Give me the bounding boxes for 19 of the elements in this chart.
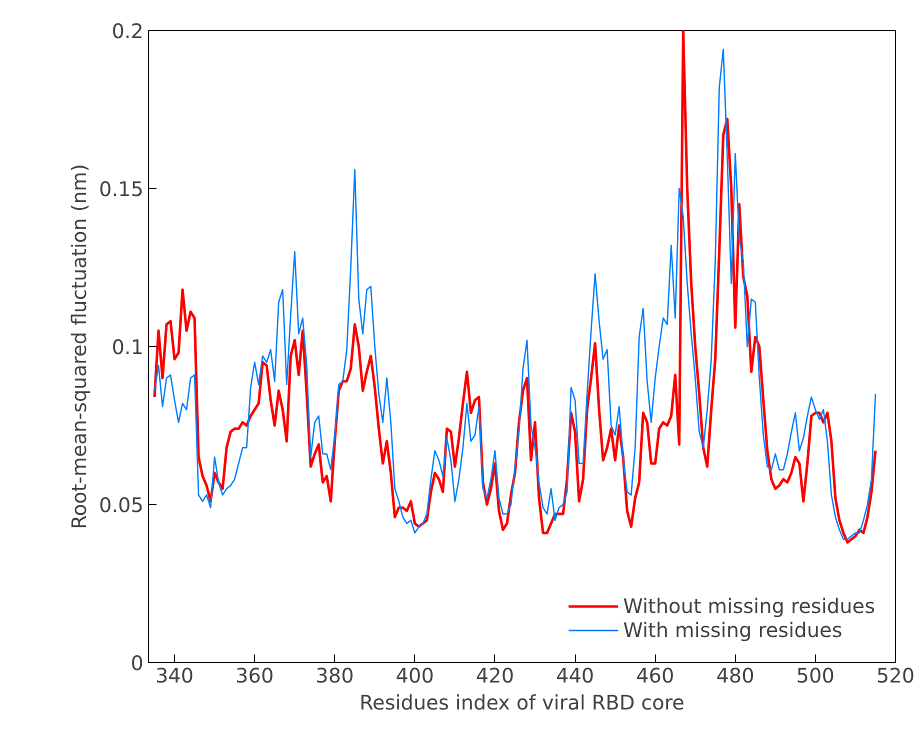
legend-label: With missing residues bbox=[623, 618, 842, 642]
y-tick-label: 0.05 bbox=[98, 493, 144, 517]
x-tick-label: 340 bbox=[155, 664, 194, 688]
x-tick-label: 400 bbox=[396, 664, 434, 688]
y-tick-label: 0.15 bbox=[98, 177, 144, 201]
x-axis-title: Residues index of viral RBD core bbox=[360, 690, 684, 714]
y-axis-title: Root-mean-squared fluctuation (nm) bbox=[66, 164, 91, 530]
x-tick-label: 500 bbox=[796, 664, 834, 688]
x-tick-label: 460 bbox=[636, 664, 674, 688]
x-tick-label: 520 bbox=[876, 664, 915, 688]
y-tick-label: 0.2 bbox=[112, 19, 144, 43]
y-tick-label: 0 bbox=[130, 651, 144, 675]
legend-label: Without missing residues bbox=[623, 594, 875, 618]
x-tick-label: 360 bbox=[236, 664, 274, 688]
y-tick-label: 0.1 bbox=[112, 335, 144, 359]
x-tick-label: 420 bbox=[476, 664, 514, 688]
x-tick-label: 380 bbox=[316, 664, 354, 688]
x-tick-label: 440 bbox=[556, 664, 594, 688]
x-tick-label: 480 bbox=[716, 664, 754, 688]
